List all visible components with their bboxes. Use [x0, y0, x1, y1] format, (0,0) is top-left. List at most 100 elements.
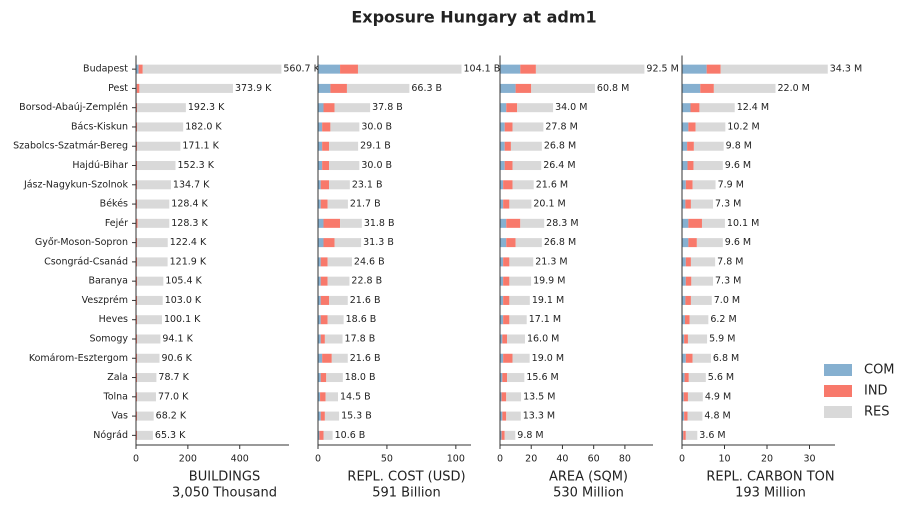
bar-segment [318, 83, 331, 93]
y-tick-label: Csongrád-Csanád [44, 256, 128, 267]
total-label: 13.5 M [523, 391, 555, 402]
bar-segment [318, 373, 321, 383]
x-tick-label: 0 [497, 454, 503, 465]
bar-segment [500, 122, 505, 132]
bar-segment [500, 334, 503, 344]
total-label: 128.4 K [171, 199, 208, 210]
bar-segment [682, 218, 689, 228]
total-label: 7.3 M [715, 199, 741, 210]
legend-label: COM [864, 363, 895, 378]
bar-segment [357, 64, 462, 74]
total-label: 105.4 K [165, 276, 202, 287]
bar-segment [713, 83, 776, 93]
total-label: 29.1 B [360, 141, 391, 152]
total-label: 10.6 B [335, 430, 366, 441]
x-axis-sublabel: 3,050 Thousand [172, 486, 277, 501]
y-tick-label: Komárom-Esztergom [29, 353, 128, 364]
bar-segment [136, 353, 138, 363]
bar-segment [500, 83, 516, 93]
bar-segment [502, 411, 507, 421]
bar-segment [688, 122, 696, 132]
bar-segment [137, 103, 186, 113]
bar-segment [688, 238, 697, 248]
total-label: 3.6 M [699, 430, 725, 441]
total-label: 77.0 K [158, 391, 189, 402]
bar-segment [320, 257, 328, 267]
bar-segment [683, 430, 686, 440]
total-label: 21.6 B [350, 295, 381, 306]
total-label: 23.1 B [352, 179, 383, 190]
x-tick-label: 10 [718, 454, 730, 465]
bar-segment [318, 64, 341, 74]
bar-segment [504, 141, 511, 151]
x-axis-label: REPL. COST (USD) [347, 470, 465, 485]
bar-segment [137, 218, 170, 228]
bar-segment [512, 180, 534, 190]
bar-segment [137, 122, 184, 132]
total-label: 21.3 M [535, 256, 567, 267]
total-label: 7.0 M [714, 295, 740, 306]
bar-segment [504, 122, 513, 132]
total-label: 27.8 M [545, 121, 577, 132]
bar-segment [509, 276, 532, 286]
total-label: 18.6 B [346, 314, 377, 325]
x-tick-label: 200 [179, 454, 197, 465]
bar-segment [323, 218, 341, 228]
total-label: 30.0 B [361, 121, 392, 132]
bar-segment [682, 334, 685, 344]
bar-segment [137, 199, 170, 209]
bar-segment [500, 276, 504, 286]
total-label: 65.3 K [155, 430, 186, 441]
bar-segment [506, 392, 522, 402]
y-tick-label: Bács-Kiskun [71, 121, 128, 132]
bar-segment [500, 141, 505, 151]
total-label: 9.6 M [725, 160, 751, 171]
bar-segment [684, 411, 688, 421]
y-tick-label: Pest [108, 83, 128, 94]
bar-segment [520, 64, 536, 74]
bar-segment [138, 64, 143, 74]
chart-title: Exposure Hungary at adm1 [351, 8, 596, 27]
bar-segment [318, 353, 323, 363]
legend-label: IND [864, 384, 888, 399]
bar-segment [501, 392, 507, 402]
total-label: 7.8 M [717, 256, 743, 267]
total-label: 6.8 M [713, 353, 739, 364]
bar-segment [318, 276, 321, 286]
x-axis-label: BUILDINGS [189, 470, 260, 485]
bar-segment [318, 392, 321, 402]
total-label: 21.6 B [350, 353, 381, 364]
bar-segment [136, 122, 138, 132]
bar-segment [137, 315, 162, 325]
total-label: 9.8 M [726, 141, 752, 152]
bar-segment [690, 295, 712, 305]
bar-segment [137, 353, 160, 363]
total-label: 31.8 B [364, 218, 395, 229]
total-label: 122.4 K [170, 237, 207, 248]
bar-segment [320, 373, 327, 383]
total-label: 121.9 K [170, 256, 207, 267]
total-label: 10.2 M [727, 121, 759, 132]
bar-segment [500, 199, 504, 209]
bar-segment [323, 430, 333, 440]
bar-segment [688, 218, 702, 228]
bar-segment [685, 295, 691, 305]
bar-segment [334, 103, 371, 113]
bar-segment [515, 83, 532, 93]
bar-segment [137, 238, 168, 248]
bar-segment [687, 392, 703, 402]
total-label: 100.1 K [164, 314, 201, 325]
bar-segment [687, 411, 703, 421]
bar-segment [682, 276, 686, 286]
x-tick-label: 0 [679, 454, 685, 465]
x-tick-label: 100 [447, 454, 465, 465]
bar-segment [318, 161, 323, 171]
bar-segment [512, 122, 544, 132]
bar-segment [500, 373, 503, 383]
legend-label: RES [864, 405, 890, 420]
bar-segment [137, 334, 161, 344]
bar-segment [320, 180, 330, 190]
bar-segment [327, 276, 350, 286]
bar-segment [506, 238, 516, 248]
bar-segment [340, 64, 358, 74]
